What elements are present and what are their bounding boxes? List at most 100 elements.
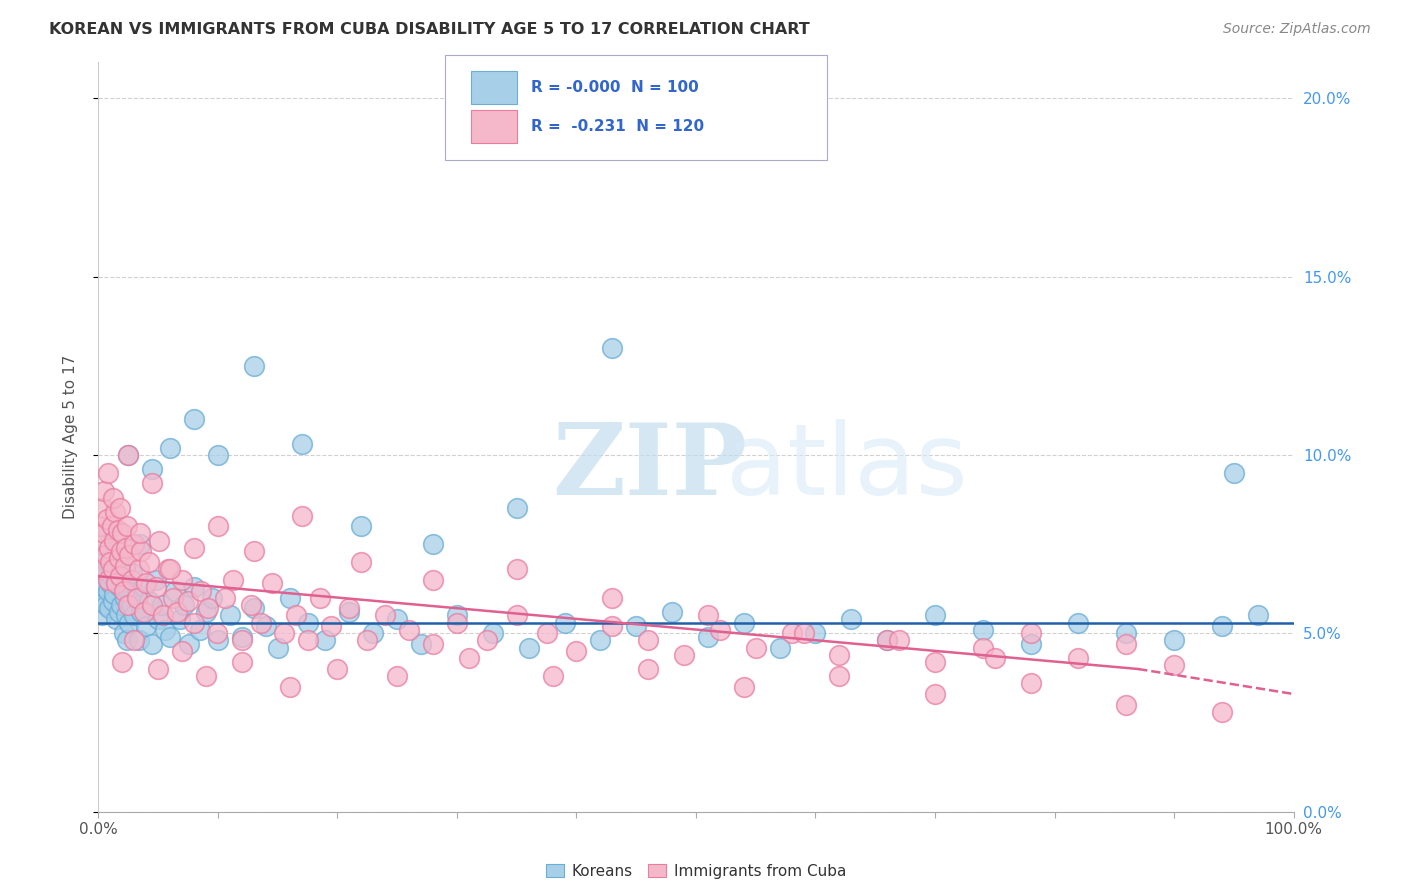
- Point: [541, 669, 564, 683]
- Point: [517, 640, 540, 655]
- Point: [231, 633, 253, 648]
- Point: [1163, 658, 1185, 673]
- Point: [273, 626, 295, 640]
- Point: [135, 576, 157, 591]
- Point: [91, 501, 114, 516]
- Point: [117, 448, 139, 462]
- Point: [89, 591, 111, 605]
- Point: [188, 623, 211, 637]
- Point: [278, 591, 301, 605]
- Point: [506, 562, 529, 576]
- Point: [243, 359, 266, 373]
- Point: [114, 591, 136, 605]
- Point: [398, 623, 420, 637]
- Point: [183, 412, 205, 426]
- Point: [602, 341, 624, 355]
- Point: [173, 598, 195, 612]
- Point: [125, 591, 148, 605]
- Point: [207, 448, 229, 462]
- Point: [602, 619, 624, 633]
- Point: [889, 633, 911, 648]
- Point: [103, 533, 125, 548]
- Point: [183, 580, 205, 594]
- Point: [214, 591, 236, 605]
- Point: [128, 562, 150, 576]
- Point: [768, 640, 790, 655]
- Point: [733, 680, 755, 694]
- Point: [231, 630, 253, 644]
- Point: [446, 615, 468, 630]
- Point: [1115, 637, 1137, 651]
- Point: [260, 576, 283, 591]
- Point: [118, 615, 141, 630]
- Point: [422, 573, 444, 587]
- Text: ZIP: ZIP: [553, 418, 748, 516]
- Point: [321, 619, 343, 633]
- Point: [148, 612, 170, 626]
- Point: [841, 612, 863, 626]
- Point: [108, 580, 131, 594]
- Point: [924, 608, 946, 623]
- Point: [1067, 651, 1090, 665]
- Point: [159, 630, 181, 644]
- Point: [1115, 698, 1137, 712]
- Point: [111, 655, 134, 669]
- Point: [115, 608, 138, 623]
- Point: [1211, 705, 1233, 719]
- Point: [1067, 615, 1090, 630]
- Point: [231, 655, 253, 669]
- Point: [278, 680, 301, 694]
- Point: [308, 591, 330, 605]
- Point: [222, 573, 245, 587]
- Point: [97, 526, 120, 541]
- Point: [828, 669, 851, 683]
- Point: [697, 630, 720, 644]
- Point: [145, 580, 167, 594]
- Point: [101, 562, 124, 576]
- Point: [506, 501, 529, 516]
- Point: [183, 541, 205, 555]
- Point: [626, 619, 648, 633]
- Point: [385, 669, 409, 683]
- Point: [172, 644, 194, 658]
- Point: [148, 533, 170, 548]
- Point: [97, 583, 120, 598]
- Point: [243, 544, 266, 558]
- Point: [422, 637, 444, 651]
- Point: [104, 505, 127, 519]
- Point: [565, 644, 588, 658]
- Point: [876, 633, 898, 648]
- Point: [141, 476, 163, 491]
- Point: [350, 555, 373, 569]
- Point: [110, 544, 132, 558]
- Point: [97, 466, 120, 480]
- Point: [554, 615, 576, 630]
- Point: [602, 591, 624, 605]
- Point: [141, 598, 163, 612]
- Point: [100, 569, 122, 583]
- Point: [93, 526, 115, 541]
- Point: [183, 615, 205, 630]
- Point: [159, 562, 181, 576]
- Point: [446, 608, 468, 623]
- Point: [90, 519, 112, 533]
- Point: [1223, 466, 1246, 480]
- Point: [115, 633, 138, 648]
- Point: [924, 687, 946, 701]
- Point: [195, 605, 218, 619]
- Point: [107, 558, 129, 573]
- Point: [297, 615, 319, 630]
- Point: [589, 633, 612, 648]
- Point: [138, 555, 160, 569]
- Point: [112, 583, 135, 598]
- Point: [98, 576, 122, 591]
- Point: [90, 573, 112, 587]
- Point: [250, 615, 273, 630]
- Point: [93, 548, 115, 562]
- Point: [94, 548, 117, 562]
- Point: [91, 562, 114, 576]
- Point: [107, 605, 129, 619]
- Point: [148, 662, 170, 676]
- Point: [254, 619, 277, 633]
- Point: [1211, 619, 1233, 633]
